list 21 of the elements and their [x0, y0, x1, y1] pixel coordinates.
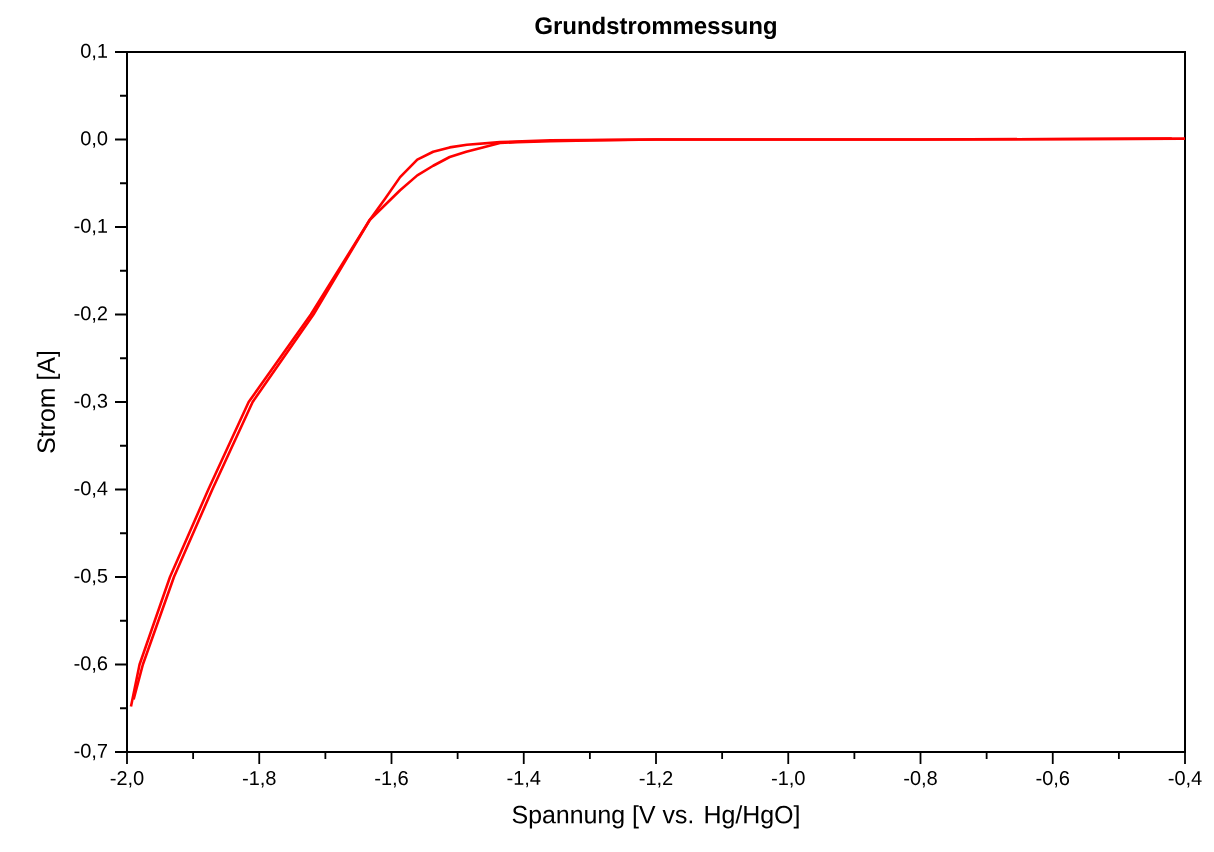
x-tick-label: -1,4 — [507, 771, 541, 788]
x-tick-label: -0,6 — [1036, 771, 1070, 788]
y-tick-label: 0,1 — [81, 43, 107, 61]
y-axis-title: Strom [A] — [36, 351, 60, 453]
y-tick-label: -0,1 — [74, 218, 107, 236]
x-tick-label: -2,0 — [110, 771, 144, 788]
x-tick-label: -1,6 — [375, 771, 408, 788]
y-tick-label: -0,2 — [74, 306, 107, 323]
x-tick-label: -0,4 — [1168, 771, 1202, 788]
y-tick-label: -0,3 — [74, 393, 108, 411]
x-tick-label: -1,2 — [639, 771, 673, 788]
x-tick-label: -1,0 — [771, 771, 805, 788]
x-tick-label: -1,8 — [242, 771, 276, 788]
y-tick-label: -0,4 — [74, 481, 108, 498]
x-axis-title: Spannung [V vs. Hg/HgO] — [512, 805, 799, 829]
y-tick-label: -0,7 — [74, 743, 107, 761]
y-tick-label: 0,0 — [81, 131, 108, 148]
y-tick-label: -0,5 — [74, 568, 108, 586]
y-tick-label: -0,6 — [74, 656, 108, 673]
x-tick-label: -0,8 — [904, 771, 937, 788]
chart-title: Grundstrommessung — [535, 16, 776, 40]
